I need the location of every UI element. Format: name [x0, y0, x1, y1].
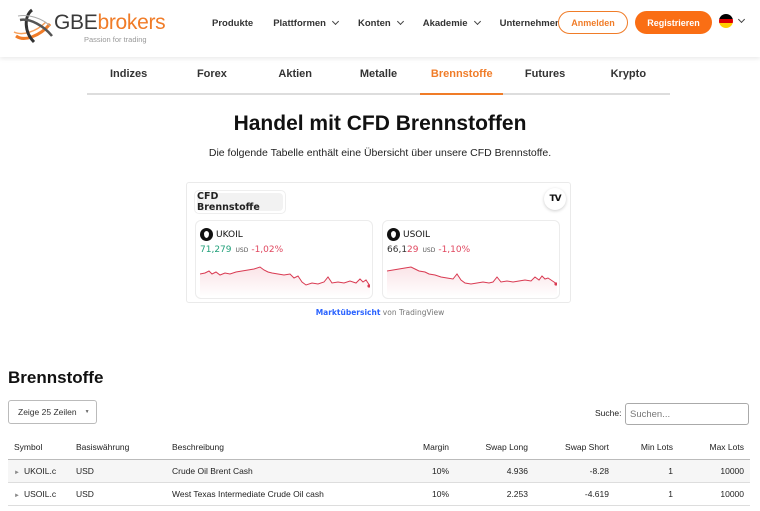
column-header-min-lots[interactable]: Min Lots [615, 435, 679, 460]
market-overview-link[interactable]: Marktübersicht [315, 308, 381, 317]
symbol-name: UKOIL [216, 229, 243, 240]
column-header-base-currency[interactable]: Basiswährung [70, 435, 166, 460]
price-unit: USD [422, 247, 436, 254]
expand-row-icon[interactable]: ► [14, 492, 20, 499]
register-button[interactable]: Registrieren [635, 11, 712, 34]
gbe-brokers-logo[interactable]: GBEbrokers Passion for trading [10, 6, 166, 46]
expand-row-icon[interactable]: ► [14, 469, 20, 476]
symbol-name: USOIL [403, 229, 431, 240]
section-title: Brennstoffe [8, 368, 104, 387]
table-header-row: Symbol Basiswährung Beschreibung Margin … [8, 435, 750, 460]
column-header-max-lots[interactable]: Max Lots [679, 435, 750, 460]
logo-tagline: Passion for trading [84, 35, 147, 44]
instruments-table: Symbol Basiswährung Beschreibung Margin … [8, 435, 750, 506]
price-change: -1,02% [251, 245, 284, 255]
symbol-card-usoil[interactable]: USOIL 66,129 USD -1,10% [382, 220, 560, 299]
rows-per-page-select[interactable]: Zeige 25 Zeilen ▼ [8, 400, 97, 424]
symbol-card-ukoil[interactable]: UKOIL 71,279 USD -1,02% [195, 220, 373, 299]
table-row[interactable]: ► USOIL.c USD West Texas Intermediate Cru… [8, 482, 750, 506]
language-selector[interactable] [719, 14, 746, 28]
tradingview-market-overview-widget: CFD Brennstoffe TV UKOIL 71,279 USD -1,02%… [186, 182, 571, 303]
widget-tab-cfd-brennstoffe[interactable]: CFD Brennstoffe [194, 190, 286, 214]
column-header-description[interactable]: Beschreibung [166, 435, 383, 460]
nav-item-produkte[interactable]: Produkte [212, 17, 254, 29]
tab-krypto[interactable]: Krypto [610, 68, 647, 80]
tab-aktien[interactable]: Aktien [278, 68, 313, 80]
chevron-down-icon [473, 17, 481, 26]
tab-indizes[interactable]: Indizes [109, 68, 148, 80]
chevron-down-icon [396, 17, 404, 26]
tab-brennstoffe[interactable]: Brennstoffe [420, 61, 504, 95]
tab-metalle[interactable]: Metalle [359, 68, 398, 80]
sparkline-chart [387, 266, 557, 297]
table-row[interactable]: ► UKOIL.c USD Crude Oil Brent Cash 10% 4.… [8, 459, 750, 483]
tradingview-credit: Marktübersicht von TradingView [315, 308, 445, 317]
german-flag-icon [719, 14, 733, 28]
nav-item-unternehmen[interactable]: Unternehmen [500, 18, 574, 29]
search-label: Suche: [595, 408, 622, 418]
price-value: 66,1 [387, 245, 408, 255]
nav-item-akademie[interactable]: Akademie [423, 17, 481, 29]
price-unit: USD [235, 247, 249, 254]
login-button[interactable]: Anmelden [558, 11, 628, 34]
column-header-swap-long[interactable]: Swap Long [455, 435, 534, 460]
oil-drop-icon [200, 228, 213, 241]
column-header-symbol[interactable]: Symbol [8, 435, 70, 460]
price-change: -1,10% [438, 245, 471, 255]
chevron-down-icon [331, 17, 340, 26]
logo-wordmark: GBEbrokers [54, 11, 166, 34]
sparkline-chart [200, 266, 370, 297]
category-tabs: Indizes Forex Aktien Metalle Brennstoffe… [87, 61, 670, 95]
oil-drop-icon [387, 228, 400, 241]
search-input[interactable] [625, 403, 749, 425]
logo-swoosh-icon [13, 8, 53, 44]
main-nav: Produkte Plattformen Konten Akademie Unt… [212, 14, 593, 32]
page-subtitle: Die folgende Tabelle enthält eine Übersi… [208, 147, 552, 159]
price-value: 71,279 [200, 245, 232, 255]
price-value-changed-digits: 29 [407, 245, 419, 255]
tab-futures[interactable]: Futures [524, 68, 566, 80]
nav-item-plattformen[interactable]: Plattformen [273, 17, 340, 29]
column-header-swap-short[interactable]: Swap Short [534, 435, 615, 460]
tab-forex[interactable]: Forex [196, 68, 227, 80]
caret-down-icon: ▼ [84, 409, 90, 415]
site-header: GBEbrokers Passion for trading Produkte … [0, 0, 760, 57]
page-title: Handel mit CFD Brennstoffen [233, 112, 527, 135]
chevron-down-icon [737, 15, 746, 24]
column-header-margin[interactable]: Margin [383, 435, 455, 460]
nav-item-konten[interactable]: Konten [358, 17, 404, 29]
tradingview-logo-icon[interactable]: TV [544, 188, 566, 210]
